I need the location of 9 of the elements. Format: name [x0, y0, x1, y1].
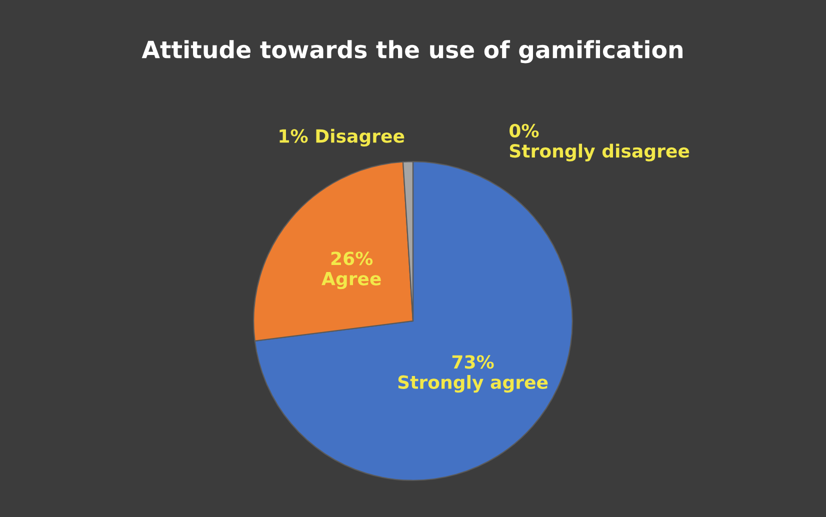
text: 0% [510, 124, 539, 138]
data-label: 73% [452, 355, 494, 369]
slice-label: 1% Disagree [280, 128, 404, 146]
slice-label: Strongly agree [398, 374, 548, 393]
slice-label: Agree [322, 272, 381, 290]
data-label: 26% [331, 252, 373, 266]
pie-slice [254, 161, 573, 481]
chart-title: Attitude towards the use of gamification [142, 40, 682, 64]
category-label: Strongly disagree [510, 144, 690, 162]
